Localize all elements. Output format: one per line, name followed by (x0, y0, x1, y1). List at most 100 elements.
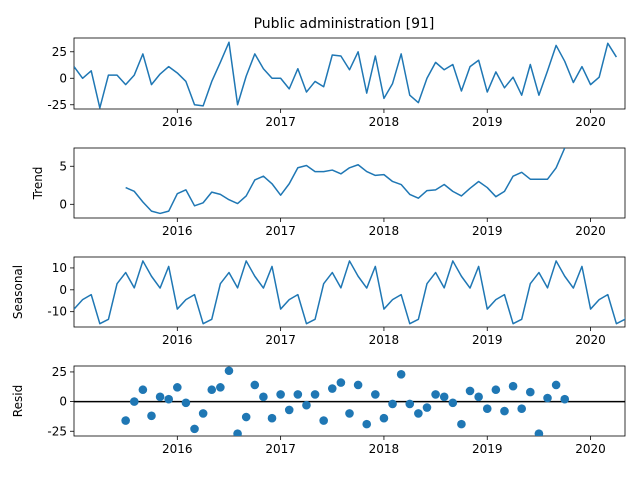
resid-point (302, 400, 311, 410)
resid-point (216, 383, 225, 392)
trend-x-tick-label: 2019 (472, 224, 503, 238)
resid-point (517, 404, 526, 414)
resid-x-tick-label: 2017 (265, 442, 296, 456)
seasonal-x-tick-label: 2018 (369, 333, 400, 347)
observed-axes-frame (73, 37, 626, 110)
seasonal-y-tick-label: 10 (52, 261, 67, 275)
resid-point (241, 412, 251, 422)
observed-series-line (74, 41, 618, 109)
seasonal-series-line (74, 260, 625, 325)
seasonal-x-tick-label: 2019 (472, 333, 503, 347)
resid-point (534, 429, 544, 436)
resid-point (379, 413, 389, 423)
resid-point (414, 409, 423, 418)
seasonal-y-tick-label: -10 (47, 305, 67, 319)
resid-point (457, 419, 466, 429)
panel-observed: 2016 2017 2018 2019 2020 -25 0 25 (47, 37, 626, 129)
resid-point (293, 390, 303, 399)
resid-point (388, 399, 397, 409)
observed-x-tick-label: 2017 (265, 115, 296, 129)
resid-point (353, 380, 363, 390)
panel-trend: 2016 2017 2018 2019 2020 0 5 Trend (31, 147, 626, 238)
resid-point (465, 386, 475, 396)
seasonal-y-axis-label: Seasonal (11, 265, 25, 319)
observed-x-tick-label: 2016 (162, 115, 193, 129)
resid-point (164, 394, 174, 404)
resid-x-tick-label: 2020 (575, 442, 606, 456)
trend-y-tick-label: 0 (59, 197, 67, 211)
trend-x-tick-label: 2016 (162, 224, 193, 238)
resid-point (422, 403, 432, 412)
resid-point (138, 385, 148, 395)
resid-point (345, 409, 354, 418)
resid-point (474, 392, 483, 402)
resid-point (543, 393, 552, 403)
resid-point (276, 390, 285, 399)
resid-point (233, 429, 242, 436)
resid-x-tick-label: 2018 (369, 442, 400, 456)
trend-series-line (125, 148, 566, 215)
panel-seasonal: 2016 2017 2018 2019 2020 -10 0 10 Seasonal (11, 256, 626, 347)
resid-point (190, 424, 199, 434)
resid-x-tick-label: 2016 (162, 442, 193, 456)
resid-y-tick-label: 0 (59, 395, 67, 409)
trend-x-tick-label: 2020 (575, 224, 606, 238)
seasonal-x-tick-label: 2017 (265, 333, 296, 347)
observed-y-tick-label: 25 (52, 45, 67, 59)
observed-x-tick-label: 2018 (369, 115, 400, 129)
resid-point (560, 394, 570, 404)
observed-plot-area (74, 41, 618, 109)
resid-point (267, 413, 277, 423)
resid-point (371, 390, 380, 399)
observed-x-tick-label: 2019 (472, 115, 503, 129)
trend-y-tick-label: 5 (59, 159, 67, 173)
resid-x-tick-label: 2019 (472, 442, 503, 456)
trend-plot-area (125, 148, 566, 215)
resid-point (224, 366, 234, 376)
seasonal-x-tick-label: 2016 (162, 333, 193, 347)
resid-point (405, 399, 415, 409)
resid-point (198, 409, 208, 418)
resid-point (259, 392, 268, 402)
resid-point (327, 384, 337, 393)
resid-point (491, 385, 501, 395)
panel-resid: 2016 2017 2018 2019 2020 -25 0 25 Resid (11, 365, 626, 456)
resid-point (500, 406, 509, 416)
seasonal-plot-area (74, 260, 625, 325)
resid-point (173, 383, 182, 392)
resid-point (525, 387, 535, 397)
resid-y-axis-label: Resid (11, 385, 25, 417)
resid-point (319, 416, 328, 425)
trend-x-tick-label: 2017 (265, 224, 296, 238)
resid-point (551, 380, 561, 390)
resid-point (482, 404, 492, 414)
resid-point (121, 416, 130, 425)
resid-point (310, 390, 320, 399)
resid-point (362, 419, 372, 429)
trend-axes-frame (73, 147, 626, 219)
resid-point (250, 380, 260, 390)
resid-point (396, 370, 406, 379)
resid-point (207, 385, 217, 395)
chart-title: Public administration [91] (254, 16, 435, 32)
trend-x-tick-label: 2018 (369, 224, 400, 238)
seasonal-x-tick-label: 2020 (575, 333, 606, 347)
resid-point (336, 378, 346, 387)
resid-point (508, 381, 518, 391)
trend-y-axis-label: Trend (31, 167, 45, 201)
seasonal-y-tick-label: 0 (59, 283, 67, 297)
observed-y-tick-label: 0 (59, 71, 67, 85)
resid-point (147, 411, 156, 421)
resid-point (431, 390, 440, 399)
observed-x-tick-label: 2020 (575, 115, 606, 129)
resid-y-tick-label: 25 (52, 365, 67, 379)
resid-plot-area (74, 366, 625, 436)
resid-point (155, 392, 165, 402)
seasonal-axes-frame (73, 256, 626, 328)
resid-point (181, 398, 191, 408)
resid-point (448, 398, 458, 408)
resid-point (284, 405, 294, 415)
resid-point (439, 392, 449, 402)
resid-y-tick-label: -25 (47, 424, 67, 438)
